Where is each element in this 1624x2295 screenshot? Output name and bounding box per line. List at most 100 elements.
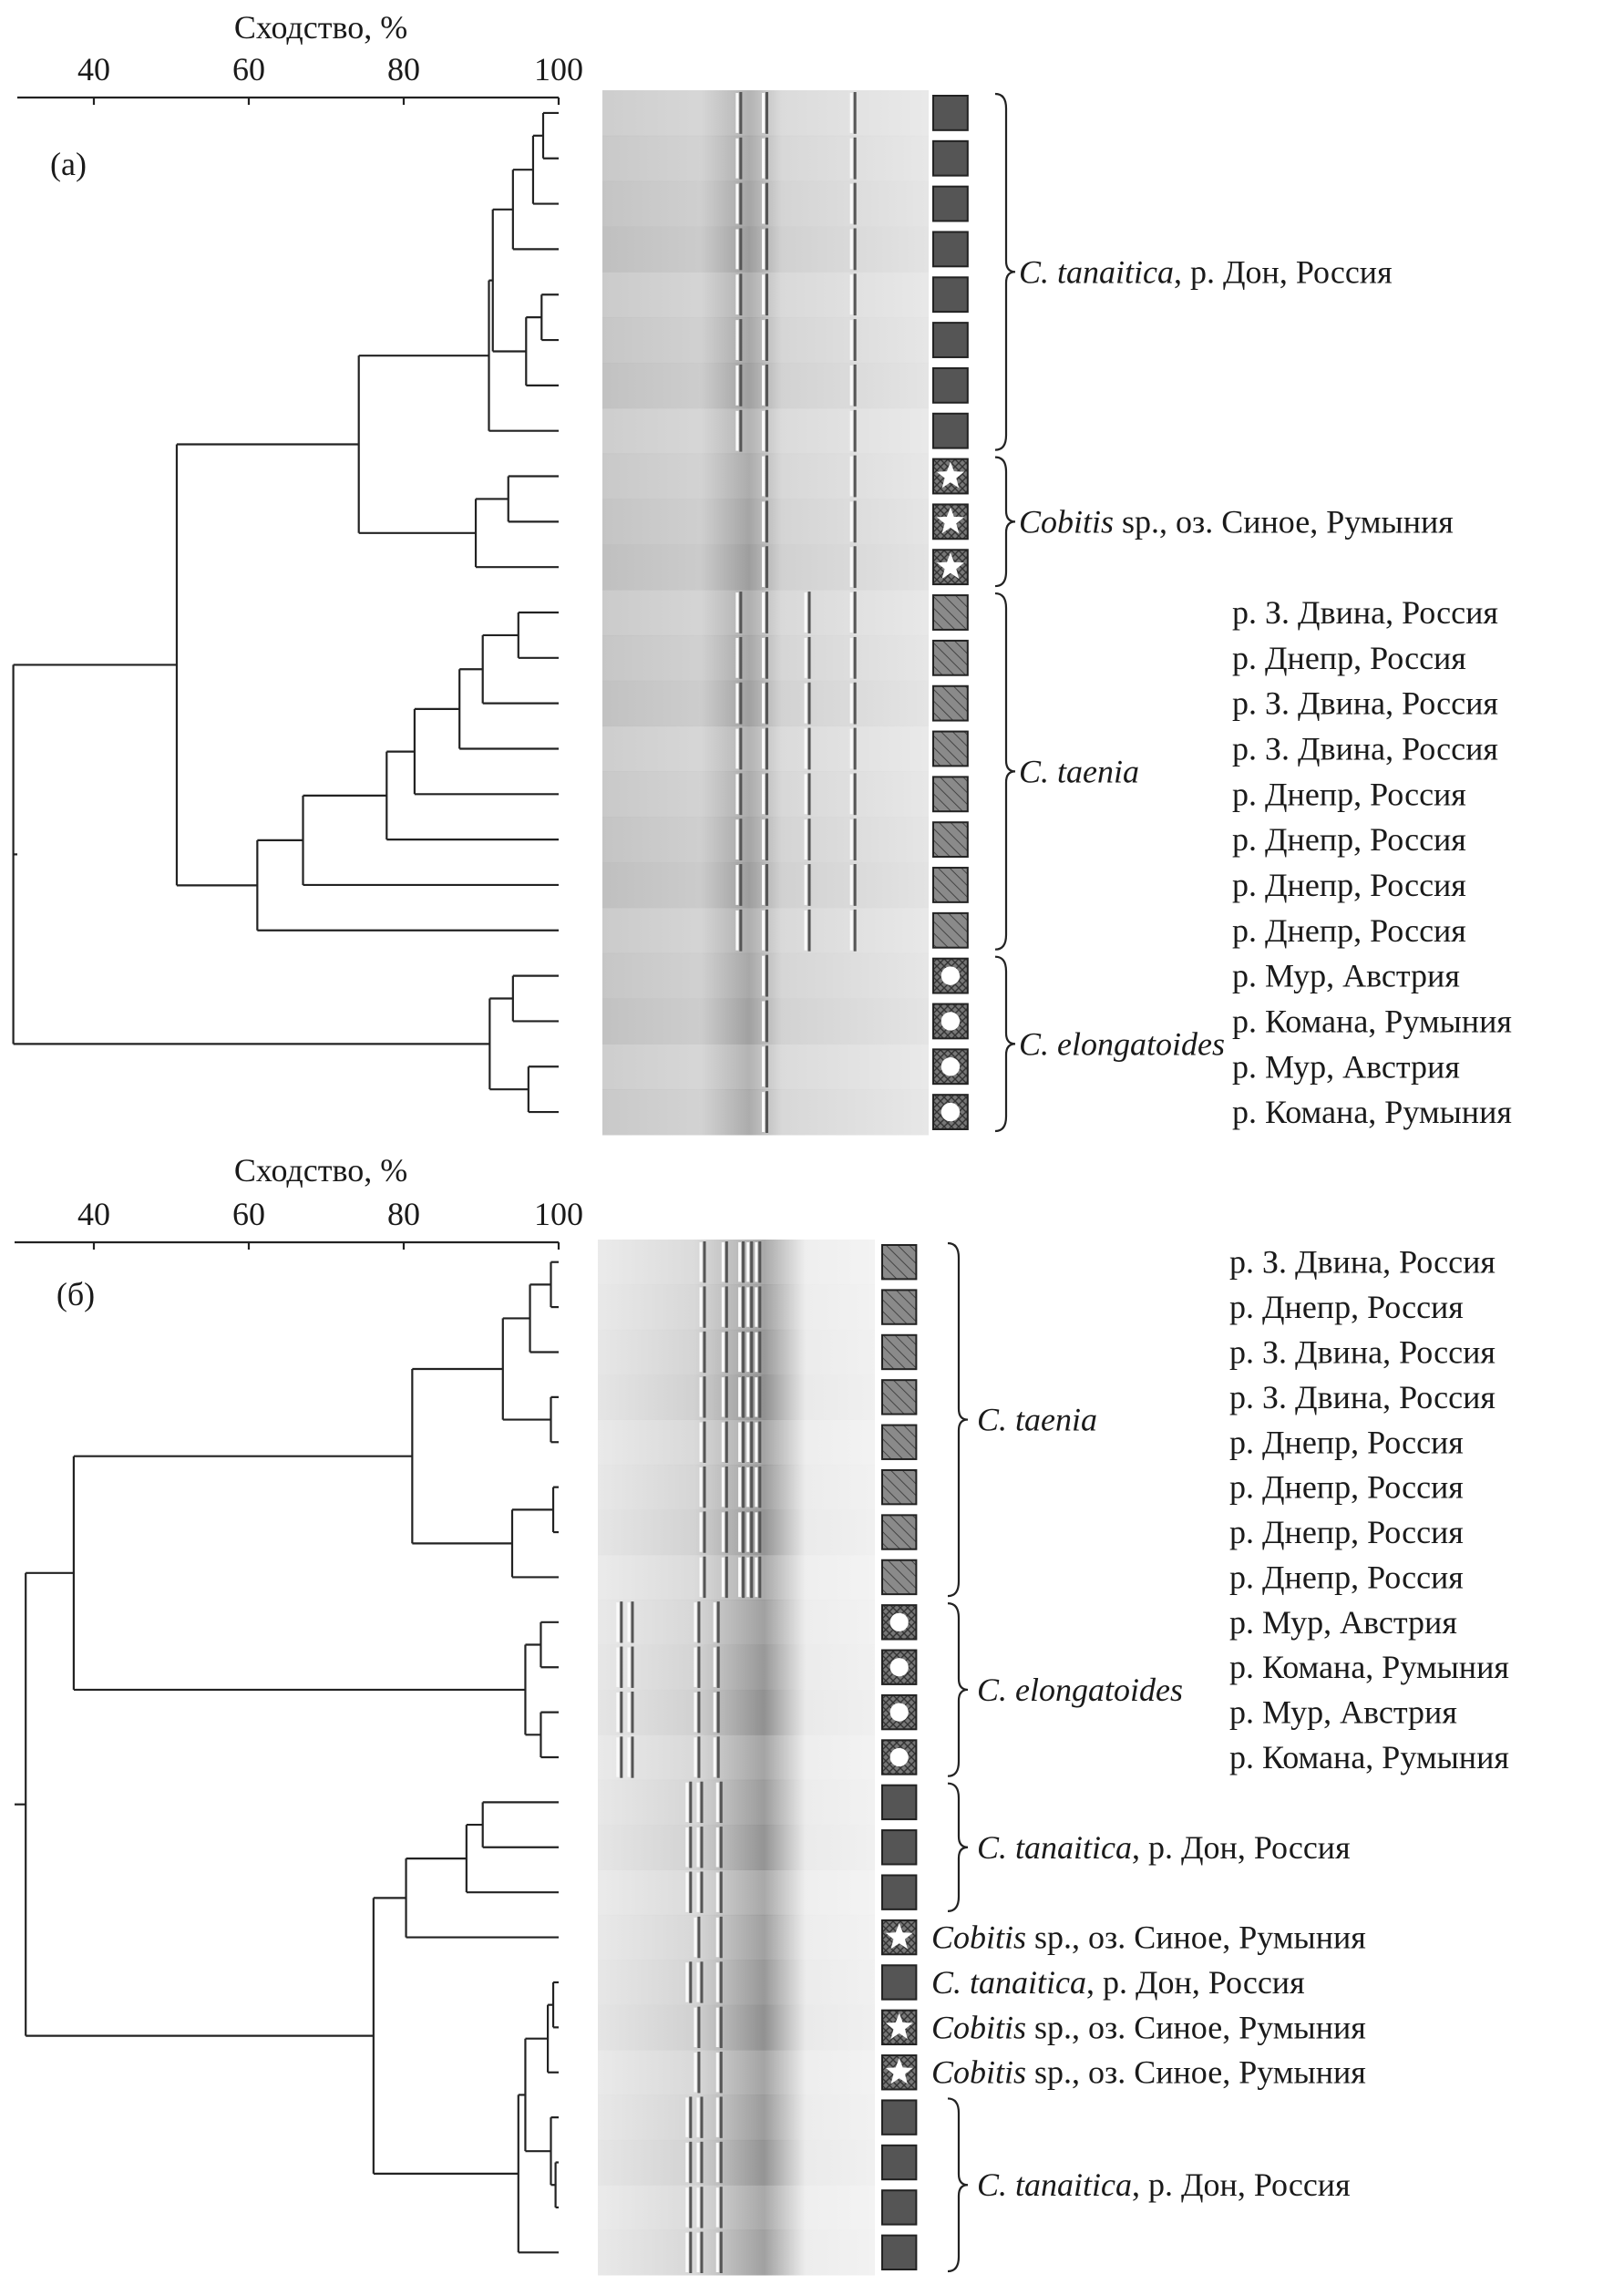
gel-band (750, 1556, 754, 1599)
panel-label: (б) (57, 1276, 95, 1312)
gel-band (735, 865, 739, 905)
gel-band (807, 864, 811, 906)
gel-band (715, 2053, 719, 2093)
location-label: р. З. Двина, Россия (1229, 1244, 1496, 1281)
gel-band (853, 228, 857, 271)
gel-band (700, 1961, 704, 2003)
gel-band (766, 636, 768, 679)
gel-band (721, 1467, 725, 1508)
gel-band (762, 547, 765, 588)
gel-band (766, 954, 768, 997)
gel-band (742, 1286, 745, 1328)
gel-band (742, 1241, 745, 1283)
gel-band (715, 2142, 719, 2183)
gel-band (853, 546, 857, 589)
gel-band (853, 818, 857, 861)
gel-lane (598, 1914, 875, 1961)
gel-band (750, 1511, 754, 1553)
gel-band (716, 1601, 720, 1643)
gel-band (849, 547, 853, 588)
gel-band (689, 2141, 693, 2184)
gel-band (853, 137, 857, 180)
species-name: Cobitis (931, 1919, 1026, 1956)
gel-band (739, 273, 743, 316)
species-symbol (881, 1784, 918, 1821)
species-symbol (932, 95, 969, 131)
gel-band (739, 319, 743, 361)
gel-band (762, 637, 765, 678)
gel-band (762, 365, 765, 406)
gel-band (735, 592, 739, 633)
gel-band (721, 1242, 725, 1282)
location-label: р. Мур, Австрия (1229, 1604, 1457, 1641)
gel-band (739, 818, 743, 861)
dendrogram (12, 111, 559, 1114)
gel-band (849, 865, 853, 905)
gel-band (696, 2097, 700, 2137)
gel-band (758, 1241, 762, 1283)
gel-band (685, 2232, 689, 2272)
gel-band (703, 1286, 706, 1328)
gel-band (849, 819, 853, 860)
gel-band (689, 2231, 693, 2273)
gel-band (703, 1556, 706, 1599)
gel-band (738, 1467, 742, 1508)
species-symbol (881, 1964, 918, 2001)
gel-band (716, 1691, 720, 1734)
species-symbol (932, 639, 969, 676)
gel-band (715, 1782, 719, 1823)
gel-band (766, 864, 768, 906)
gel-band (762, 865, 765, 905)
species-symbol (932, 730, 969, 767)
gel-band (807, 773, 811, 816)
tick-label: 40 (77, 51, 110, 87)
circle-icon (940, 1102, 961, 1122)
gel-band (849, 274, 853, 315)
gel-band (849, 456, 853, 497)
star-icon (885, 1922, 913, 1950)
gel-band (758, 1511, 762, 1553)
gel-band (762, 93, 765, 133)
gel-band (750, 1376, 754, 1418)
species-symbol (932, 957, 969, 994)
location-label: р. Мур, Австрия (1229, 1694, 1457, 1731)
gel-band (697, 1601, 701, 1643)
species-symbol (932, 594, 969, 631)
gel-band (804, 683, 807, 724)
gel-band (713, 1737, 716, 1777)
location-label: р. Днепр, Россия (1229, 1514, 1464, 1550)
gel-band (697, 1736, 701, 1778)
gel-band (719, 2187, 723, 2228)
gel-band (631, 1691, 634, 1734)
gel-band (755, 1512, 758, 1552)
species-locality: , р. Дон, Россия (1086, 1964, 1305, 2001)
gel-band (694, 2053, 697, 2093)
gel-band (694, 1917, 697, 1958)
gel-band (739, 228, 743, 271)
gel-lane (598, 1464, 875, 1510)
species-symbol (881, 1514, 918, 1550)
gel-band (766, 682, 768, 725)
species-symbol (932, 185, 969, 222)
gel-image (598, 1240, 875, 2276)
gel-band (703, 1331, 706, 1374)
species-symbol (881, 2189, 918, 2226)
species-name: C. tanaitica (931, 1964, 1086, 2001)
gel-band (804, 865, 807, 905)
gel-lane (598, 2185, 875, 2231)
group-brace (994, 592, 1016, 951)
gel-band (853, 319, 857, 361)
gel-band (738, 1512, 742, 1552)
gel-band (735, 93, 739, 133)
gel-band (738, 1287, 742, 1327)
gel-band (762, 1046, 765, 1087)
gel-band (697, 2006, 701, 2049)
location-label: р. Днепр, Россия (1232, 640, 1466, 676)
gel-lane (598, 2004, 875, 2051)
species-symbol (881, 1333, 918, 1371)
gel-band (804, 910, 807, 951)
gel-band (735, 683, 739, 724)
star-icon (936, 552, 964, 579)
species-locality: , р. Дон, Россия (1132, 2166, 1351, 2203)
gel-band (725, 1376, 728, 1418)
